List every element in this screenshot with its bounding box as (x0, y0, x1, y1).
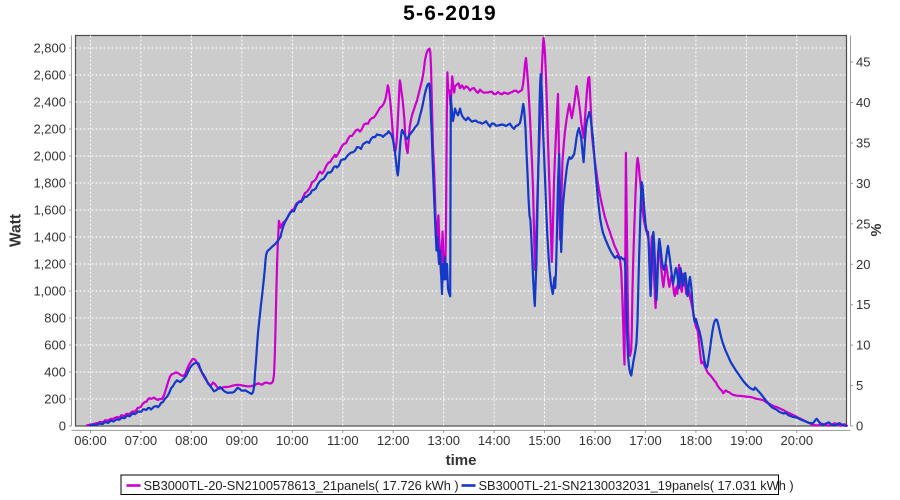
svg-text:1,000: 1,000 (33, 284, 66, 299)
svg-text:25: 25 (856, 216, 870, 231)
svg-text:2,000: 2,000 (33, 149, 66, 164)
svg-text:5: 5 (856, 378, 863, 393)
svg-text:16:00: 16:00 (579, 433, 612, 448)
svg-text:800: 800 (44, 311, 66, 326)
svg-text:400: 400 (44, 365, 66, 380)
svg-text:2,200: 2,200 (33, 122, 66, 137)
svg-text:SB3000TL-21-SN2130032031_19pan: SB3000TL-21-SN2130032031_19panels( 17.03… (479, 478, 794, 493)
svg-text:0: 0 (856, 419, 863, 434)
svg-text:0: 0 (59, 419, 66, 434)
svg-text:600: 600 (44, 338, 66, 353)
svg-text:12:00: 12:00 (377, 433, 410, 448)
svg-text:06:00: 06:00 (74, 433, 107, 448)
svg-text:time: time (446, 452, 477, 469)
svg-text:2,400: 2,400 (33, 95, 66, 110)
svg-text:1,600: 1,600 (33, 203, 66, 218)
svg-text:15: 15 (856, 297, 870, 312)
svg-text:08:00: 08:00 (175, 433, 208, 448)
svg-text:%: % (869, 223, 885, 236)
svg-text:13:00: 13:00 (427, 433, 460, 448)
svg-text:30: 30 (856, 176, 870, 191)
svg-text:1,200: 1,200 (33, 257, 66, 272)
svg-text:09:00: 09:00 (226, 433, 259, 448)
svg-text:1,400: 1,400 (33, 230, 66, 245)
svg-text:17:00: 17:00 (629, 433, 662, 448)
svg-text:14:00: 14:00 (478, 433, 511, 448)
svg-text:2,600: 2,600 (33, 68, 66, 83)
svg-text:SB3000TL-20-SN2100578613_21pan: SB3000TL-20-SN2100578613_21panels( 17.72… (144, 478, 459, 493)
svg-text:Watt: Watt (8, 214, 25, 247)
svg-text:40: 40 (856, 95, 870, 110)
svg-text:18:00: 18:00 (680, 433, 713, 448)
svg-text:1,800: 1,800 (33, 176, 66, 191)
svg-text:35: 35 (856, 136, 870, 151)
svg-text:15:00: 15:00 (528, 433, 561, 448)
svg-text:19:00: 19:00 (730, 433, 763, 448)
svg-text:2,800: 2,800 (33, 41, 66, 56)
svg-text:20:00: 20:00 (781, 433, 814, 448)
svg-text:10: 10 (856, 338, 870, 353)
svg-text:200: 200 (44, 392, 66, 407)
svg-text:45: 45 (856, 55, 870, 70)
svg-text:20: 20 (856, 257, 870, 272)
svg-text:11:00: 11:00 (327, 433, 359, 448)
svg-text:07:00: 07:00 (125, 433, 158, 448)
svg-text:10:00: 10:00 (276, 433, 309, 448)
